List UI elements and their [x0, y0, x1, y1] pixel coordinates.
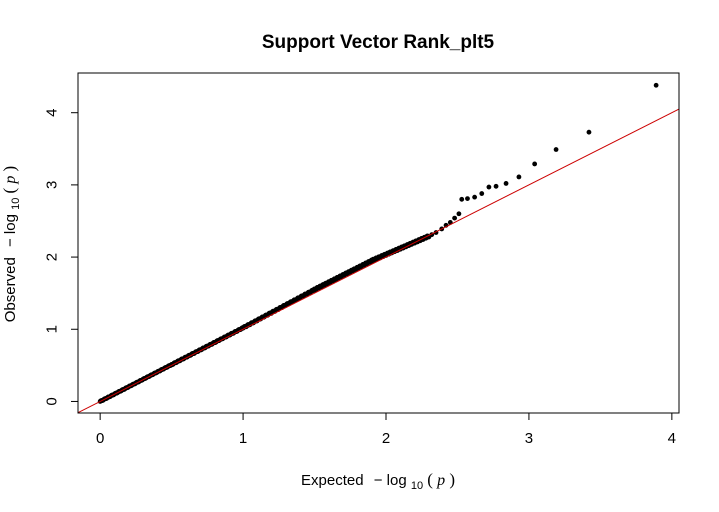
x-axis-label-sub: 10 [411, 480, 423, 492]
data-point [493, 183, 499, 189]
y-axis-label-sub: 10 [10, 198, 22, 210]
x-axis-label: Expected − log 10 ( p ) [301, 470, 455, 493]
y-tick-label: 4 [43, 109, 60, 117]
y-tick-label: 1 [43, 325, 60, 333]
x-tick-label: 4 [668, 430, 676, 447]
data-point [586, 129, 592, 135]
y-tick-label: 0 [43, 397, 60, 405]
data-point [653, 82, 659, 88]
y-axis-label-log: log [2, 214, 19, 234]
x-axis-label-close: ) [449, 470, 455, 489]
y-axis-label-open: ( [0, 187, 19, 193]
x-tick-label: 3 [525, 430, 533, 447]
y-axis-label-var: p [2, 176, 19, 185]
y-axis-label-minus: − [2, 238, 19, 247]
y-axis-label-close: ) [0, 166, 19, 172]
x-tick-label: 2 [382, 430, 390, 447]
data-point [532, 161, 538, 167]
x-axis-label-open: ( [427, 470, 433, 489]
y-tick-label: 3 [43, 181, 60, 189]
data-point [503, 181, 509, 186]
data-point [465, 196, 470, 202]
chart-title: Support Vector Rank_plt5 [262, 32, 495, 53]
y-tick-label: 2 [43, 253, 60, 261]
x-axis-label-text: Expected [301, 472, 364, 489]
x-tick-label: 0 [96, 430, 104, 447]
y-axis-label-text: Observed [2, 257, 19, 322]
x-axis-label-log: log [387, 472, 407, 489]
x-tick-label: 1 [239, 430, 247, 447]
data-point [553, 147, 559, 152]
data-point [516, 174, 522, 180]
data-point [456, 211, 462, 217]
plot-area [78, 82, 679, 413]
data-point [486, 184, 492, 190]
x-axis: 0 1 2 3 4 [96, 413, 676, 447]
data-point [452, 215, 458, 221]
y-axis: 0 1 2 3 4 [43, 109, 78, 406]
data-point [479, 191, 485, 196]
x-axis-label-minus: − [374, 472, 383, 489]
plot-frame [77, 72, 680, 414]
data-point [472, 194, 478, 200]
data-points [97, 82, 659, 404]
x-axis-label-var: p [436, 472, 445, 489]
reference-line [78, 108, 679, 413]
y-axis-label: Observed − log 10 ( p ) [0, 166, 23, 322]
data-point [459, 196, 465, 202]
